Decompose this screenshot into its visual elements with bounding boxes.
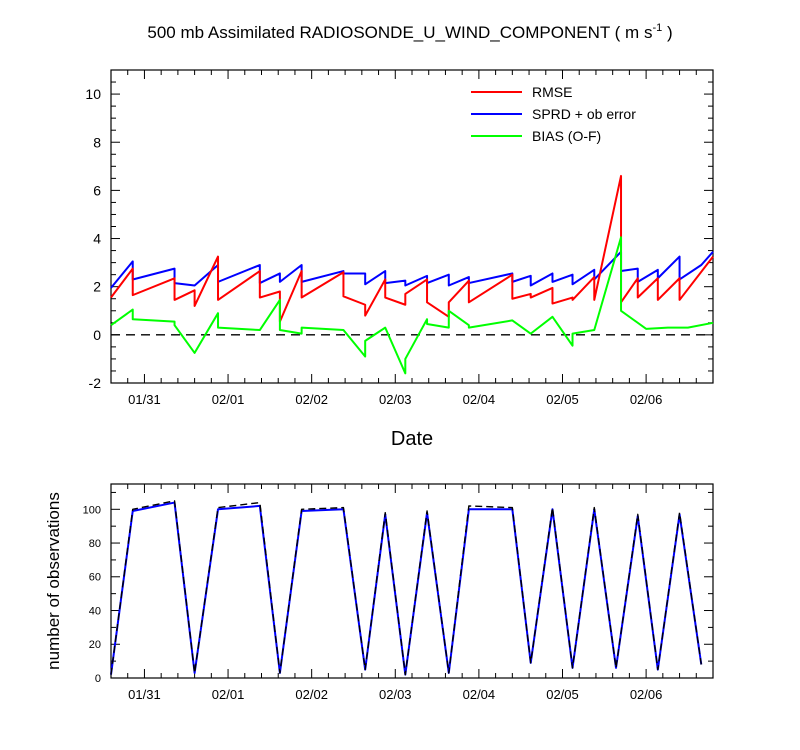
y-tick-label: -2 xyxy=(89,375,102,391)
x-tick-label: 02/04 xyxy=(463,687,496,702)
series-line-rmse xyxy=(110,174,714,323)
x-tick-label: 02/03 xyxy=(379,392,412,407)
y-tick-label: 6 xyxy=(93,182,101,198)
x-tick-label: 02/02 xyxy=(295,687,328,702)
series-line-sprd-ob-error xyxy=(110,250,714,289)
x-tick-label: 02/01 xyxy=(212,687,245,702)
legend-label-bias-o-f: BIAS (O-F) xyxy=(532,128,601,144)
x-tick-label: 02/04 xyxy=(463,392,496,407)
legend-label-rmse: RMSE xyxy=(532,84,572,100)
y-tick-label: 10 xyxy=(85,86,101,102)
title-main: 500 mb Assimilated RADIOSONDE_U_WIND_COM… xyxy=(147,23,652,42)
top-chart-error-stats: -2 0 2 4 6 8 10 01/31 02/01 02/02 02/03 02/04 02/05 0… xyxy=(85,69,714,450)
y-tick-label: 20 xyxy=(89,639,101,651)
x-tick-label: 02/03 xyxy=(379,687,412,702)
bottom-chart-observation-count: 0 20 40 60 80 100 01/31 02/01 02/02 02/03 02/04 02/… xyxy=(44,483,714,702)
x-tick-label: 02/06 xyxy=(630,687,663,702)
x-tick-label: 02/02 xyxy=(295,392,328,407)
y-tick-label: 40 xyxy=(89,605,101,617)
y-tick-label: 2 xyxy=(93,279,101,295)
plot-frame xyxy=(110,483,714,679)
series-line-total xyxy=(110,500,702,676)
y-tick-label: 0 xyxy=(95,673,101,685)
y-tick-label: 80 xyxy=(89,538,101,550)
figure-title: 500 mb Assimilated RADIOSONDE_U_WIND_COM… xyxy=(147,22,672,42)
y-tick-label: 4 xyxy=(93,231,101,247)
x-axis-title: Date xyxy=(391,428,433,450)
y-tick-label: 60 xyxy=(89,572,101,584)
title-superscript: -1 xyxy=(652,22,662,34)
series-line-bias-o-f xyxy=(110,236,714,375)
x-tick-label: 02/05 xyxy=(546,687,579,702)
y-axis-title: number of observations xyxy=(44,492,63,670)
y-tick-label: 100 xyxy=(83,504,101,516)
x-tick-label: 02/01 xyxy=(212,392,245,407)
legend-label-sprd-ob-error: SPRD + ob error xyxy=(532,106,636,122)
x-tick-label: 02/05 xyxy=(546,392,579,407)
y-tick-label: 8 xyxy=(93,134,101,150)
y-tick-label: 0 xyxy=(93,327,101,343)
x-tick-label: 01/31 xyxy=(128,687,161,702)
x-tick-label: 01/31 xyxy=(128,392,161,407)
x-tick-label: 02/06 xyxy=(630,392,663,407)
title-end: ) xyxy=(662,23,672,42)
